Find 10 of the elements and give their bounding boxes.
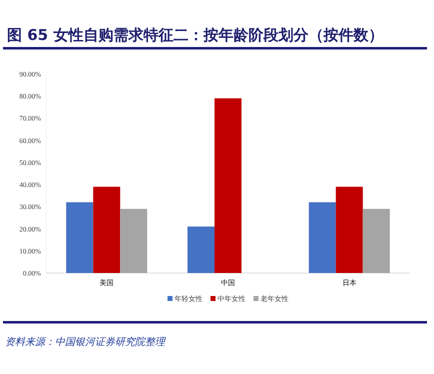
- bar: [214, 98, 242, 273]
- bar: [336, 186, 363, 273]
- bar: [308, 202, 336, 273]
- text: 资料来源：中国银河证券研究院整理: [5, 336, 166, 348]
- bar: [120, 208, 148, 273]
- bar: [362, 208, 390, 273]
- chart-title: 图 65 女性自购需求特征二：按年龄阶段划分（按件数）: [7, 26, 384, 44]
- bar: [188, 226, 214, 273]
- bar: [66, 202, 94, 273]
- bar: [93, 186, 120, 273]
